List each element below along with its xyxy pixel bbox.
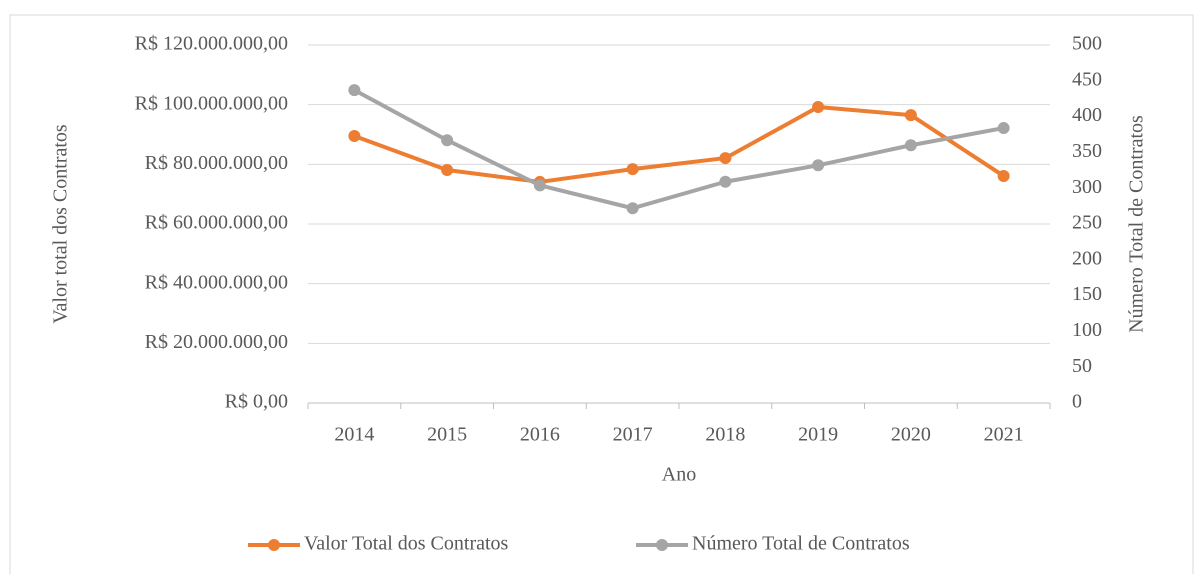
legend-marker [656, 539, 668, 551]
point [626, 202, 639, 215]
point [812, 159, 825, 172]
x-tick-label: 2020 [891, 424, 931, 446]
point [997, 122, 1010, 135]
x-tick-label: 2015 [427, 424, 467, 446]
y2-tick-label: 250 [1072, 212, 1102, 234]
series-line [353, 88, 1004, 211]
x-tick-label: 2017 [613, 424, 653, 446]
y-tick-label: R$ 100.000.000,00 [135, 92, 288, 114]
y2-tick-label: 300 [1072, 176, 1102, 198]
x-tick-label: 2021 [984, 424, 1024, 446]
series-line [353, 105, 1005, 184]
point [812, 101, 825, 114]
point [719, 152, 732, 165]
point [997, 169, 1010, 182]
y2-tick-label: 400 [1072, 104, 1102, 126]
y-axis-title: Valor total dos Contratos [50, 124, 72, 324]
point [904, 109, 917, 122]
legend-label: Valor Total dos Contratos [304, 533, 509, 555]
x-tick-label: 2016 [520, 424, 560, 446]
y2-axis-title: Número Total de Contratos [1126, 115, 1148, 333]
y-tick-label: R$ 40.000.000,00 [145, 271, 288, 293]
y2-tick-label: 100 [1072, 319, 1102, 341]
y-tick-label: R$ 0,00 [225, 391, 288, 413]
point [441, 134, 454, 147]
y-tick-label: R$ 80.000.000,00 [145, 152, 288, 174]
y-tick-label: R$ 60.000.000,00 [145, 212, 288, 234]
y2-tick-label: 50 [1072, 355, 1092, 377]
point [348, 84, 361, 97]
y2-tick-label: 350 [1072, 140, 1102, 162]
x-tick-label: 2014 [334, 424, 374, 446]
point [719, 175, 732, 188]
point [533, 179, 546, 192]
y2-tick-label: 500 [1072, 33, 1102, 55]
point [348, 129, 361, 142]
y-tick-label: R$ 20.000.000,00 [145, 331, 288, 353]
y2-tick-label: 150 [1072, 283, 1102, 305]
y2-tick-label: 450 [1072, 68, 1102, 90]
x-axis-title: Ano [662, 464, 696, 486]
point [904, 139, 917, 152]
y2-tick-label: 200 [1072, 247, 1102, 269]
x-tick-label: 2018 [705, 424, 745, 446]
point [441, 164, 454, 177]
x-tick-label: 2019 [798, 424, 838, 446]
legend-label: Número Total de Contratos [692, 533, 910, 555]
chart-border [9, 14, 1194, 574]
y-tick-label: R$ 120.000.000,00 [135, 33, 288, 55]
legend-marker [268, 539, 280, 551]
y2-tick-label: 0 [1072, 391, 1082, 413]
point [626, 163, 639, 176]
